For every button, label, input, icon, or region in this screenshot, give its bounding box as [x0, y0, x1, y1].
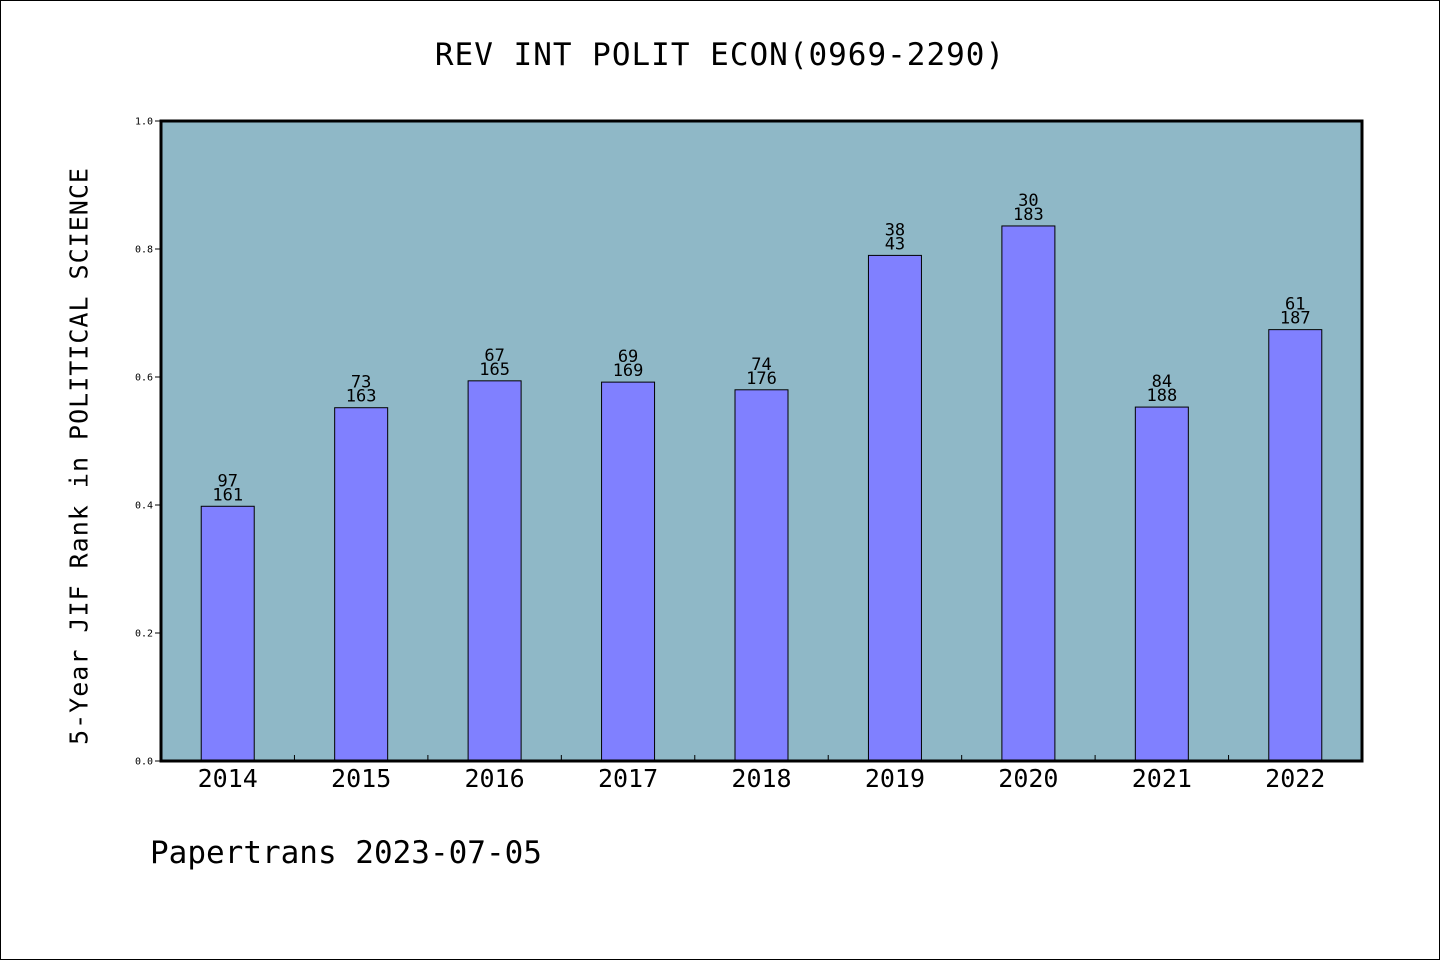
x-tick-label: 2018 [731, 764, 791, 793]
bar-rank-label: 84 [1152, 372, 1172, 392]
y-tick-label: 1.0 [135, 117, 153, 128]
y-tick-label: 0.4 [135, 501, 153, 512]
plot-border [159, 119, 1364, 763]
bar-total-label: 188 [1146, 386, 1177, 406]
chart-title: REV INT POLIT ECON(0969-2290) [434, 37, 1006, 73]
x-tick-label: 2014 [198, 764, 258, 793]
y-tick-label: 0.8 [135, 245, 153, 256]
bar-total-label: 176 [746, 369, 777, 389]
bar-rank-label: 61 [1285, 295, 1305, 315]
bar-rank-label: 38 [885, 220, 905, 240]
bar-rank-label: 97 [217, 471, 237, 491]
x-tick-label: 2019 [865, 764, 925, 793]
bar-total-label: 187 [1280, 309, 1311, 329]
bar-2014 [200, 505, 255, 762]
y-tick-label: 0.2 [135, 629, 153, 640]
bar-2022 [1268, 329, 1323, 762]
x-tick-label: 2022 [1265, 764, 1325, 793]
bar-total-label: 163 [346, 387, 377, 407]
bar-2015 [334, 407, 389, 762]
x-tick-label: 2021 [1132, 764, 1192, 793]
bar-2018 [734, 389, 789, 762]
bar-rank-label: 30 [1018, 191, 1038, 211]
bar-total-label: 161 [212, 485, 243, 505]
bar-2019 [867, 254, 922, 762]
y-tick-label: 0.6 [135, 373, 153, 384]
bar-rank-label: 73 [351, 373, 371, 393]
bar-total-label: 165 [479, 360, 510, 380]
y-tick-label: 0.0 [135, 757, 153, 768]
bar-rank-label: 69 [618, 347, 638, 367]
footer-credit: Papertrans 2023-07-05 [150, 835, 542, 871]
x-tick-label: 2020 [998, 764, 1058, 793]
bar-total-label: 43 [885, 234, 905, 254]
x-tick-label: 2015 [331, 764, 391, 793]
bar-2017 [601, 381, 656, 762]
bar-2021 [1134, 406, 1189, 762]
bar-total-label: 169 [613, 361, 644, 381]
bar-2020 [1001, 225, 1056, 762]
bar-2016 [467, 380, 522, 762]
bar-rank-label: 74 [751, 355, 771, 375]
bar-total-label: 183 [1013, 205, 1044, 225]
bar-rank-label: 67 [484, 346, 504, 366]
x-tick-label: 2016 [465, 764, 525, 793]
x-tick-label: 2017 [598, 764, 658, 793]
